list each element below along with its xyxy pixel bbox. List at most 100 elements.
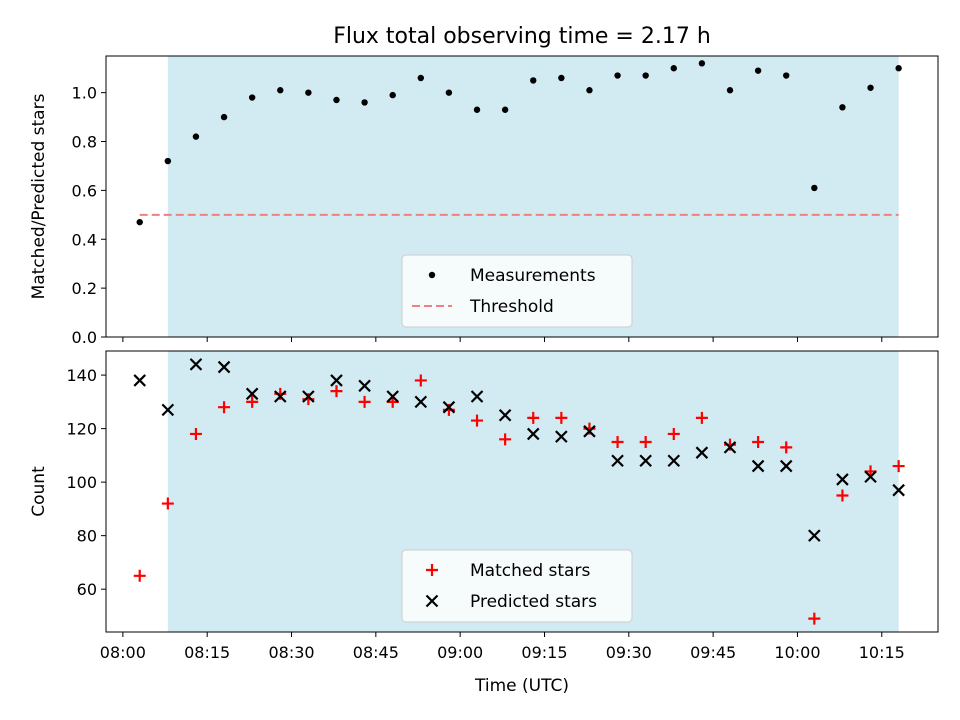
predicted-point bbox=[442, 400, 456, 414]
predicted-point bbox=[667, 454, 681, 468]
measurement-point bbox=[670, 65, 677, 72]
measurement-point bbox=[192, 133, 200, 140]
y-tick-label: 0.2 bbox=[72, 279, 97, 298]
measurement-point bbox=[333, 96, 340, 104]
matched-point bbox=[471, 414, 484, 427]
measurement-point bbox=[501, 106, 509, 113]
matched-point bbox=[133, 569, 146, 582]
y-tick-label: 0.0 bbox=[72, 328, 97, 347]
predicted-point bbox=[273, 390, 287, 403]
matched-point bbox=[695, 411, 708, 424]
measurement-point bbox=[417, 74, 425, 82]
predicted-point bbox=[864, 470, 877, 484]
measurement-point bbox=[642, 72, 649, 79]
predicted-point bbox=[217, 360, 231, 374]
matched-point bbox=[836, 489, 849, 502]
legend-label: Predicted stars bbox=[470, 592, 597, 612]
matched-point bbox=[414, 374, 427, 387]
predicted-point bbox=[779, 459, 793, 473]
ratio-y-axis-label: Matched/Predicted stars bbox=[29, 93, 49, 299]
x-tick-label: 10:15 bbox=[859, 643, 905, 662]
measurement-point bbox=[220, 113, 228, 121]
count-y-axis-label: Count bbox=[29, 466, 49, 517]
predicted-point bbox=[470, 390, 484, 403]
predicted-point bbox=[583, 425, 596, 438]
legend-box bbox=[401, 549, 633, 623]
measurement-point bbox=[698, 60, 706, 67]
y-tick-label: 80 bbox=[77, 527, 97, 546]
predicted-point bbox=[302, 390, 315, 403]
predicted-point bbox=[639, 454, 652, 468]
measurement-point bbox=[305, 89, 312, 96]
predicted-point bbox=[723, 441, 737, 454]
y-tick-label: 0.4 bbox=[72, 230, 97, 249]
measurement-point bbox=[811, 184, 818, 192]
y-tick-label: 120 bbox=[66, 420, 97, 439]
matched-point bbox=[555, 411, 568, 424]
matched-point bbox=[527, 411, 540, 424]
y-tick-label: 0.8 bbox=[72, 133, 97, 152]
predicted-point bbox=[189, 358, 203, 371]
measurement-point bbox=[614, 72, 621, 79]
legend-label: Threshold bbox=[469, 297, 554, 317]
chart-title: Flux total observing time = 2.17 h bbox=[333, 24, 711, 49]
legend-dot-icon bbox=[428, 271, 436, 279]
x-tick-label: 09:15 bbox=[521, 643, 567, 662]
matched-point bbox=[218, 401, 231, 414]
measurement-point bbox=[783, 72, 790, 79]
measurement-point bbox=[558, 74, 565, 82]
legend-x-icon bbox=[425, 594, 439, 608]
predicted-point bbox=[330, 374, 343, 387]
predicted-point bbox=[526, 427, 540, 441]
measurement-point bbox=[867, 84, 874, 91]
matched-point bbox=[752, 435, 765, 448]
predicted-point bbox=[836, 473, 849, 486]
legend-label: Matched stars bbox=[470, 561, 590, 581]
count-panel: 60 80 100 120 140 08:00 08:15 08:30 08:45 09:00 09… bbox=[29, 350, 939, 696]
predicted-point bbox=[358, 379, 371, 393]
predicted-point bbox=[161, 403, 175, 417]
predicted-point bbox=[892, 483, 905, 497]
predicted-point bbox=[414, 395, 428, 409]
predicted-point bbox=[751, 459, 765, 473]
measurement-point bbox=[726, 87, 734, 94]
x-tick-label: 09:45 bbox=[690, 643, 736, 662]
measurement-point bbox=[754, 67, 762, 74]
measurement-point bbox=[277, 87, 284, 94]
predicted-point bbox=[808, 529, 821, 542]
x-tick-label: 09:30 bbox=[606, 643, 652, 662]
legend-box bbox=[401, 254, 633, 328]
matched-point bbox=[246, 395, 259, 408]
matched-point bbox=[667, 427, 680, 440]
legend-plus-icon bbox=[426, 564, 438, 576]
y-tick-label: 100 bbox=[66, 473, 97, 492]
measurement-point bbox=[445, 89, 453, 96]
ratio-panel: 0.0 0.2 0.4 0.6 0.8 1.0 Matched/Predicted star… bbox=[29, 55, 939, 347]
measurement-point bbox=[164, 157, 172, 165]
measurement-point bbox=[389, 91, 396, 99]
matched-point bbox=[611, 435, 624, 448]
matched-point bbox=[639, 435, 652, 448]
matched-point bbox=[161, 497, 174, 510]
count-axes-frame bbox=[105, 350, 939, 633]
matched-point bbox=[330, 385, 343, 398]
legend-label: Measurements bbox=[470, 266, 596, 286]
predicted-point bbox=[386, 390, 399, 403]
predicted-point bbox=[245, 387, 259, 401]
predicted-point bbox=[498, 408, 512, 422]
y-tick-label: 60 bbox=[77, 580, 97, 599]
ratio-axes-frame bbox=[105, 55, 939, 338]
measurement-point bbox=[248, 94, 256, 101]
matched-point bbox=[780, 441, 793, 454]
predicted-point bbox=[695, 446, 709, 459]
measurement-point bbox=[530, 77, 537, 84]
measurement-point bbox=[895, 65, 902, 72]
y-tick-label: 0.6 bbox=[72, 181, 97, 200]
measurement-point bbox=[361, 99, 368, 106]
x-tick-label: 09:00 bbox=[437, 643, 483, 662]
predicted-point bbox=[555, 430, 568, 443]
x-tick-label: 10:00 bbox=[774, 643, 820, 662]
measurement-point bbox=[586, 87, 593, 94]
predicted-point bbox=[133, 374, 147, 387]
